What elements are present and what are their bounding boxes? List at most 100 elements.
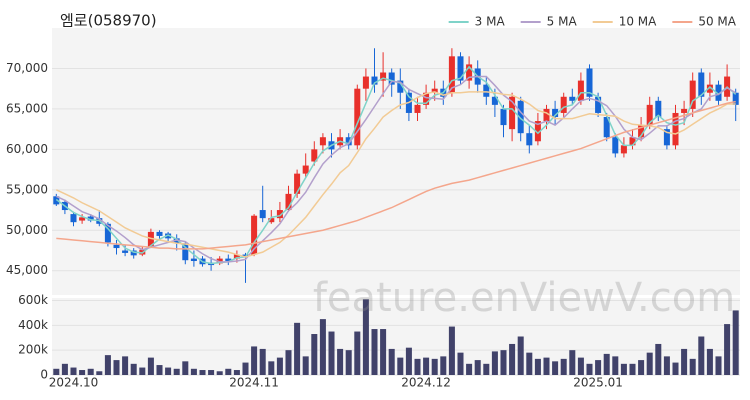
x-tick-label: 2024.11 xyxy=(229,376,279,390)
candle-body xyxy=(285,193,292,211)
volume-bar xyxy=(491,351,498,375)
candle-body xyxy=(302,165,309,174)
volume-bar xyxy=(208,370,215,375)
candle-body xyxy=(225,258,232,262)
x-tick-label: 2024.10 xyxy=(49,376,99,390)
volume-bar xyxy=(371,329,378,375)
candle-body xyxy=(147,231,154,247)
candle-body xyxy=(173,238,180,244)
candle-body xyxy=(672,112,679,146)
y-tick-label: 50,000 xyxy=(6,223,48,237)
volume-bar xyxy=(423,357,430,375)
y-tick-label: 400k xyxy=(18,318,48,332)
candle-body xyxy=(689,80,696,109)
volume-bar xyxy=(122,356,129,375)
volume-bar xyxy=(466,363,473,375)
candle-body xyxy=(655,100,662,117)
candle-body xyxy=(414,104,421,113)
volume-bar xyxy=(87,368,94,375)
candle-body xyxy=(190,258,197,262)
volume-bar xyxy=(362,299,369,375)
volume-bar xyxy=(147,357,154,375)
volume-bar xyxy=(242,362,249,375)
volume-bar xyxy=(448,326,455,375)
volume-bar xyxy=(620,363,627,375)
volume-bar xyxy=(276,357,283,375)
volume-bar xyxy=(104,355,111,375)
candle-body xyxy=(388,72,395,85)
candle-body xyxy=(603,117,610,138)
volume-bar xyxy=(440,356,447,375)
candle-body xyxy=(122,250,129,253)
candle-body xyxy=(233,254,240,259)
y-tick-label: 60,000 xyxy=(6,142,48,156)
volume-bar xyxy=(79,370,86,375)
volume-bar xyxy=(113,360,120,375)
volume-bar xyxy=(294,322,301,375)
candle-body xyxy=(595,96,602,113)
candle-body xyxy=(612,137,619,154)
candle-body xyxy=(543,108,550,122)
candle-body xyxy=(87,216,94,221)
volume-bar xyxy=(414,358,421,375)
candle-body xyxy=(311,149,318,162)
volume-bar xyxy=(732,310,739,375)
volume-bar xyxy=(182,361,189,375)
volume-bar xyxy=(302,356,309,375)
candle-body xyxy=(371,76,378,85)
volume-bar xyxy=(560,358,567,375)
candle-body xyxy=(732,92,739,105)
volume-bar xyxy=(672,362,679,375)
ma-line xyxy=(56,100,736,250)
candle-body xyxy=(569,96,576,101)
volume-bar xyxy=(225,368,232,375)
x-tick-label: 2024.12 xyxy=(401,376,451,390)
volume-bar xyxy=(577,357,584,375)
candle-body xyxy=(268,218,275,223)
candle-body xyxy=(397,80,404,93)
candle-body xyxy=(182,243,189,261)
volume-bar xyxy=(509,343,516,375)
candle-body xyxy=(483,84,490,97)
candle-body xyxy=(156,231,163,236)
candle-body xyxy=(586,68,593,97)
volume-bar xyxy=(689,358,696,375)
candle-body xyxy=(638,125,645,138)
candle-body xyxy=(113,244,120,249)
y-tick-label: 55,000 xyxy=(6,182,48,196)
volume-bar xyxy=(517,336,524,375)
candle-body xyxy=(242,254,249,257)
candle-body xyxy=(294,173,301,194)
legend-label: 50 MA xyxy=(698,15,736,29)
candle-body xyxy=(517,100,524,134)
volume-bar xyxy=(569,350,576,375)
volume-bar xyxy=(646,352,653,375)
volume-bar xyxy=(681,348,688,375)
volume-bar xyxy=(698,336,705,375)
candle-body xyxy=(534,121,541,142)
x-tick-label: 2025.01 xyxy=(573,376,623,390)
volume-bar xyxy=(612,356,619,375)
candle-body xyxy=(500,108,507,126)
volume-bar xyxy=(380,329,387,375)
volume-bar xyxy=(552,361,559,375)
candle-body xyxy=(431,88,438,93)
candle-body xyxy=(560,96,567,113)
volume-bar xyxy=(724,324,731,375)
candle-body xyxy=(251,215,258,255)
volume-bar xyxy=(457,352,464,375)
candle-body xyxy=(130,250,137,256)
candle-body xyxy=(79,217,86,221)
candle-body xyxy=(423,92,430,105)
volume-bar xyxy=(534,358,541,375)
candle-body xyxy=(577,80,584,101)
volume-bar xyxy=(139,367,146,375)
candle-body xyxy=(104,223,111,243)
volume-bar xyxy=(500,350,507,375)
volume-bar xyxy=(345,350,352,375)
candle-body xyxy=(491,96,498,105)
y-tick-label: 600k xyxy=(18,293,48,307)
y-tick-label: 65,000 xyxy=(6,101,48,115)
